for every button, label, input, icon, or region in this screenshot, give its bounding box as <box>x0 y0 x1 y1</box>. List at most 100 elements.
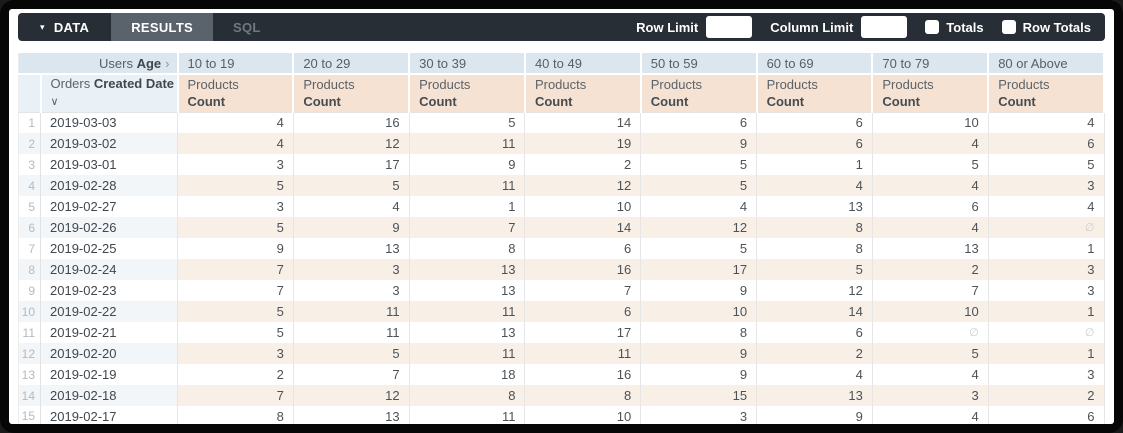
cell-value[interactable]: 4 <box>988 112 1105 133</box>
cell-value[interactable]: 4 <box>872 406 989 424</box>
cell-value[interactable]: 6 <box>988 133 1105 154</box>
cell-value[interactable]: 6 <box>524 301 642 322</box>
cell-value[interactable]: 1 <box>988 238 1105 259</box>
cell-value[interactable]: 1 <box>756 154 873 175</box>
row-dimension-header[interactable]: Orders Created Date ∨ <box>40 74 179 113</box>
cell-date[interactable]: 2019-02-28 <box>40 175 178 196</box>
cell-date[interactable]: 2019-02-24 <box>40 259 178 280</box>
cell-value[interactable]: 11 <box>409 343 526 364</box>
cell-value[interactable]: 5 <box>177 217 294 238</box>
cell-date[interactable]: 2019-02-21 <box>40 322 178 343</box>
cell-value[interactable]: 6 <box>640 112 758 133</box>
cell-value[interactable]: 5 <box>872 343 989 364</box>
cell-value[interactable]: 5 <box>756 259 873 280</box>
cell-value[interactable]: 3 <box>640 406 758 424</box>
cell-value[interactable]: 5 <box>177 175 294 196</box>
cell-value[interactable]: 11 <box>409 406 526 424</box>
pivot-value-header[interactable]: 40 to 49 <box>524 53 642 75</box>
cell-value[interactable]: 8 <box>409 385 526 406</box>
cell-value[interactable]: 17 <box>640 259 758 280</box>
cell-value[interactable]: 10 <box>872 112 989 133</box>
cell-value[interactable]: 10 <box>524 406 642 424</box>
cell-value[interactable]: 5 <box>988 154 1105 175</box>
cell-value[interactable]: 5 <box>293 343 410 364</box>
cell-value[interactable]: 13 <box>409 280 526 301</box>
cell-value[interactable]: 11 <box>524 343 642 364</box>
cell-date[interactable]: 2019-03-03 <box>40 112 178 133</box>
cell-value[interactable]: 14 <box>756 301 873 322</box>
cell-value[interactable]: 2 <box>756 343 873 364</box>
cell-value[interactable]: 13 <box>756 385 873 406</box>
cell-value[interactable]: 13 <box>409 259 526 280</box>
pivot-dimension-header[interactable]: Users Age › <box>18 53 179 75</box>
cell-value[interactable]: 6 <box>988 406 1105 424</box>
cell-value[interactable]: 4 <box>872 364 989 385</box>
cell-value[interactable]: 8 <box>524 385 642 406</box>
cell-value[interactable]: 9 <box>293 217 410 238</box>
cell-value[interactable]: 13 <box>293 406 410 424</box>
cell-date[interactable]: 2019-03-01 <box>40 154 178 175</box>
cell-date[interactable]: 2019-02-26 <box>40 217 178 238</box>
cell-value[interactable]: 12 <box>524 175 642 196</box>
measure-header[interactable]: Products Count <box>409 74 526 113</box>
cell-value[interactable]: 11 <box>293 301 410 322</box>
cell-date[interactable]: 2019-02-18 <box>40 385 178 406</box>
row-totals-checkbox[interactable] <box>1001 20 1016 34</box>
pivot-value-header[interactable]: 50 to 59 <box>640 53 758 75</box>
measure-header[interactable]: Products Count <box>988 74 1105 113</box>
cell-value[interactable]: 7 <box>177 280 294 301</box>
cell-value[interactable]: 9 <box>640 133 758 154</box>
cell-value[interactable]: 5 <box>409 112 526 133</box>
cell-date[interactable]: 2019-02-17 <box>40 406 178 424</box>
tab-data[interactable]: ▾ DATA <box>18 13 111 41</box>
cell-value[interactable]: 9 <box>756 406 873 424</box>
cell-value[interactable]: 13 <box>293 238 410 259</box>
cell-value[interactable]: 3 <box>177 196 294 217</box>
pivot-value-header[interactable]: 30 to 39 <box>409 53 526 75</box>
cell-value[interactable]: 9 <box>640 280 758 301</box>
cell-value[interactable]: 5 <box>177 322 294 343</box>
cell-value-null[interactable]: ∅ <box>988 322 1105 343</box>
measure-header[interactable]: Products Count <box>524 74 642 113</box>
cell-value[interactable]: 16 <box>524 364 642 385</box>
cell-value[interactable]: 8 <box>756 238 873 259</box>
cell-value[interactable]: 5 <box>293 175 410 196</box>
cell-value[interactable]: 7 <box>524 280 642 301</box>
cell-value[interactable]: 8 <box>177 406 294 424</box>
cell-value[interactable]: 4 <box>872 217 989 238</box>
pivot-value-header[interactable]: 70 to 79 <box>872 53 990 75</box>
cell-value[interactable]: 1 <box>409 196 526 217</box>
cell-date[interactable]: 2019-02-25 <box>40 238 178 259</box>
cell-value[interactable]: 10 <box>524 196 642 217</box>
cell-date[interactable]: 2019-02-19 <box>40 364 178 385</box>
cell-value[interactable]: 13 <box>756 196 873 217</box>
cell-value[interactable]: 12 <box>640 217 758 238</box>
cell-value[interactable]: 3 <box>988 259 1105 280</box>
cell-value[interactable]: 3 <box>293 259 410 280</box>
cell-value[interactable]: 15 <box>640 385 758 406</box>
cell-value[interactable]: 10 <box>872 301 989 322</box>
cell-value-null[interactable]: ∅ <box>872 322 989 343</box>
cell-value[interactable]: 7 <box>872 280 989 301</box>
cell-value[interactable]: 4 <box>293 196 410 217</box>
totals-checkbox[interactable] <box>925 20 940 34</box>
cell-value[interactable]: 16 <box>293 112 410 133</box>
pivot-value-header[interactable]: 80 or Above <box>988 53 1105 75</box>
measure-header[interactable]: Products Count <box>293 74 411 113</box>
cell-value[interactable]: 9 <box>640 364 758 385</box>
cell-value[interactable]: 4 <box>756 175 873 196</box>
cell-value[interactable]: 4 <box>872 133 989 154</box>
cell-value[interactable]: 2 <box>524 154 642 175</box>
cell-value[interactable]: 1 <box>988 301 1105 322</box>
cell-date[interactable]: 2019-02-20 <box>40 343 178 364</box>
cell-value[interactable]: 6 <box>524 238 642 259</box>
cell-value[interactable]: 18 <box>409 364 526 385</box>
cell-value[interactable]: 13 <box>872 238 989 259</box>
cell-value[interactable]: 2 <box>988 385 1105 406</box>
cell-value[interactable]: 3 <box>988 175 1105 196</box>
cell-value[interactable]: 5 <box>640 238 758 259</box>
cell-date[interactable]: 2019-03-02 <box>40 133 178 154</box>
cell-value[interactable]: 5 <box>872 154 989 175</box>
measure-header[interactable]: Products Count <box>872 74 990 113</box>
cell-value[interactable]: 6 <box>756 133 873 154</box>
